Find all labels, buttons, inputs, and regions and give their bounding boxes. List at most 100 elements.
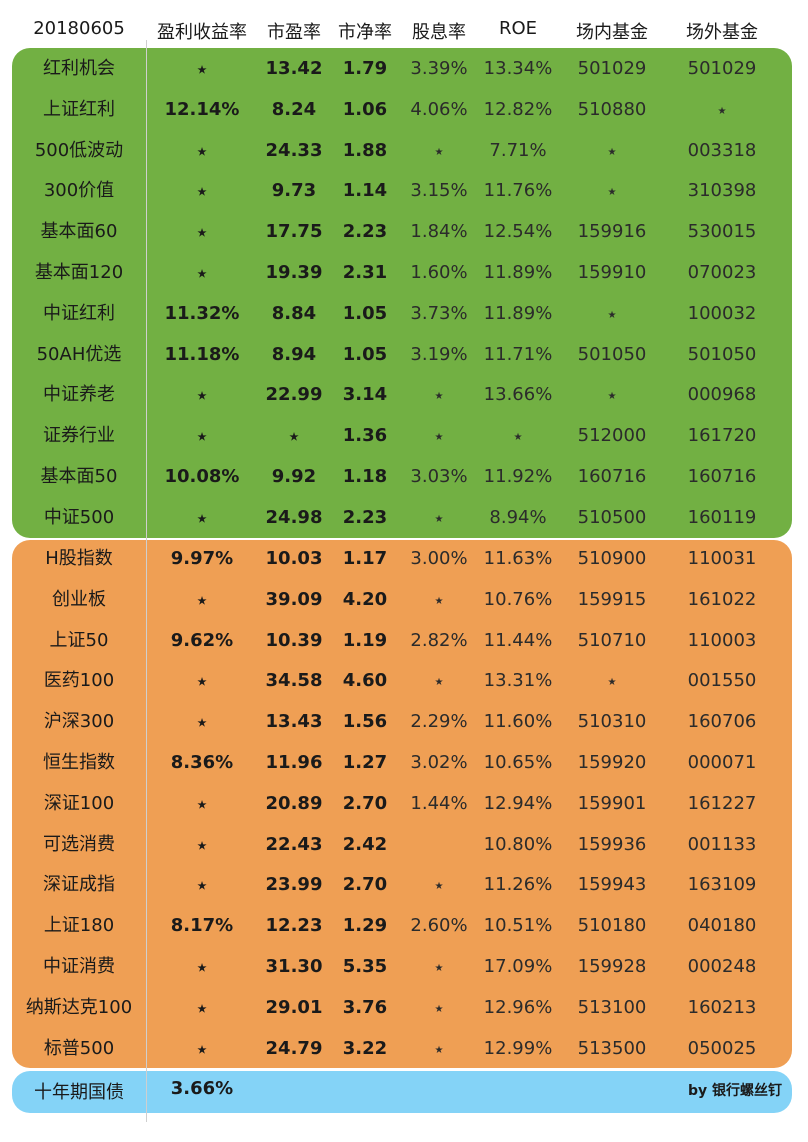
pb-ratio-cell: 2.23 bbox=[342, 221, 388, 243]
pe-ratio-cell: 24.79 bbox=[265, 1037, 323, 1059]
onexchange-fund-cell: 513100 bbox=[577, 996, 647, 1018]
offexchange-fund-cell: 070023 bbox=[687, 262, 757, 283]
onexchange-fund-cell: 512000 bbox=[577, 425, 647, 447]
index-name-cell: 300价值 bbox=[43, 180, 115, 202]
index-name-cell: 中证消费 bbox=[43, 956, 115, 977]
green-group-panel bbox=[12, 48, 792, 538]
roe-cell: 11.26% bbox=[483, 874, 553, 896]
pe-ratio-cell: 13.42 bbox=[265, 58, 323, 79]
pe-ratio-cell: 17.75 bbox=[265, 221, 323, 243]
table-row: 中证500 ⋆ 24.98 2.23 ⋆ 8.94% 510500 160119 bbox=[0, 498, 808, 538]
table-row: 50AH优选 11.18% 8.94 1.05 3.19% 11.71% 501050 501… bbox=[0, 335, 808, 375]
onexchange-fund-cell: 159936 bbox=[577, 833, 647, 855]
pe-ratio-cell: 39.09 bbox=[265, 588, 323, 610]
dividend-yield-cell: ⋆ bbox=[432, 383, 446, 408]
dividend-yield-cell: 4.06% bbox=[410, 98, 468, 120]
pb-ratio-cell: 1.36 bbox=[342, 425, 388, 447]
earnings-yield-cell: ⋆ bbox=[195, 1036, 209, 1061]
onexchange-fund-cell: 510880 bbox=[577, 98, 647, 120]
header-onexchange-fund: 场内基金 bbox=[576, 22, 648, 43]
offexchange-fund-cell: 161022 bbox=[687, 588, 757, 610]
pe-ratio-cell: 31.30 bbox=[265, 956, 323, 977]
earnings-yield-cell: ⋆ bbox=[195, 587, 209, 612]
offexchange-fund-cell: 110003 bbox=[687, 629, 757, 651]
offexchange-fund-cell: 501029 bbox=[687, 58, 757, 79]
onexchange-fund-cell: 159943 bbox=[577, 874, 647, 896]
index-name-cell: 恒生指数 bbox=[43, 752, 115, 773]
offexchange-fund-cell: 000071 bbox=[687, 752, 757, 773]
table-row: 基本面60 ⋆ 17.75 2.23 1.84% 12.54% 159916 530015 bbox=[0, 212, 808, 252]
table-row: H股指数 9.97% 10.03 1.17 3.00% 11.63% 510900 11003… bbox=[0, 539, 808, 579]
table-row: 深证100 ⋆ 20.89 2.70 1.44% 12.94% 159901 161227 bbox=[0, 784, 808, 824]
pe-ratio-cell: 24.33 bbox=[265, 139, 323, 161]
offexchange-fund-cell: 530015 bbox=[687, 221, 757, 243]
onexchange-fund-cell: 510180 bbox=[577, 915, 647, 937]
pe-ratio-cell: 11.96 bbox=[265, 752, 323, 773]
dividend-yield-cell: 1.60% bbox=[410, 262, 468, 283]
offexchange-fund-cell: 161720 bbox=[687, 425, 757, 447]
offexchange-fund-cell: 001550 bbox=[687, 670, 757, 692]
index-name-cell: 中证红利 bbox=[43, 302, 115, 324]
onexchange-fund-cell: 510900 bbox=[577, 548, 647, 569]
index-name-cell: 纳斯达克100 bbox=[25, 996, 133, 1018]
earnings-yield-cell: ⋆ bbox=[195, 710, 209, 735]
pb-ratio-cell: 4.60 bbox=[342, 670, 388, 692]
offexchange-fund-cell: 000248 bbox=[687, 956, 757, 977]
pb-ratio-cell: 2.42 bbox=[342, 833, 388, 855]
index-name-cell: 创业板 bbox=[52, 588, 106, 610]
dividend-yield-cell: 2.29% bbox=[410, 711, 468, 733]
roe-cell: 11.71% bbox=[483, 343, 553, 365]
earnings-yield-cell: 12.14% bbox=[164, 98, 240, 120]
offexchange-fund-cell: ⋆ bbox=[715, 97, 729, 122]
offexchange-fund-cell: 003318 bbox=[687, 139, 757, 161]
roe-cell: 11.44% bbox=[483, 629, 553, 651]
bond-yield: 3.66% bbox=[170, 1078, 234, 1099]
index-name-cell: 红利机会 bbox=[43, 58, 115, 79]
pe-ratio-cell: 20.89 bbox=[265, 792, 323, 814]
pe-ratio-cell: 10.39 bbox=[265, 629, 323, 651]
pb-ratio-cell: 1.29 bbox=[342, 915, 388, 937]
dividend-yield-cell: 1.84% bbox=[410, 221, 468, 243]
onexchange-fund-cell: 510310 bbox=[577, 711, 647, 733]
offexchange-fund-cell: 000968 bbox=[687, 384, 757, 406]
earnings-yield-cell: ⋆ bbox=[195, 383, 209, 408]
table-row: 中证红利 11.32% 8.84 1.05 3.73% 11.89% ⋆ 100032 bbox=[0, 294, 808, 334]
index-name-cell: 上证红利 bbox=[43, 98, 115, 120]
table-row: 基本面50 10.08% 9.92 1.18 3.03% 11.92% 160716 1607… bbox=[0, 457, 808, 497]
dividend-yield-cell: ⋆ bbox=[432, 955, 446, 979]
pe-ratio-cell: 12.23 bbox=[265, 915, 323, 937]
header-roe: ROE bbox=[498, 18, 538, 39]
roe-cell: 10.76% bbox=[483, 588, 553, 610]
earnings-yield-cell: ⋆ bbox=[195, 424, 209, 449]
index-name-cell: 基本面50 bbox=[40, 466, 118, 487]
pb-ratio-cell: 2.31 bbox=[342, 262, 388, 283]
author-credit: by 银行螺丝钉 bbox=[687, 1083, 782, 1099]
header-pb: 市净率 bbox=[338, 22, 392, 43]
pb-ratio-cell: 1.18 bbox=[342, 466, 388, 487]
pb-ratio-cell: 1.79 bbox=[342, 58, 388, 79]
dividend-yield-cell: 2.82% bbox=[410, 629, 468, 651]
dividend-yield-cell: ⋆ bbox=[432, 505, 446, 530]
offexchange-fund-cell: 501050 bbox=[687, 343, 757, 365]
pb-ratio-cell: 1.05 bbox=[342, 302, 388, 324]
index-name-cell: 深证成指 bbox=[43, 874, 115, 896]
earnings-yield-cell: ⋆ bbox=[195, 955, 209, 979]
dividend-yield-cell: 3.00% bbox=[410, 548, 468, 569]
pe-ratio-cell: 8.84 bbox=[271, 302, 317, 324]
offexchange-fund-cell: 161227 bbox=[687, 792, 757, 814]
table-row: 证券行业 ⋆ ⋆ 1.36 ⋆ ⋆ 512000 161720 bbox=[0, 416, 808, 456]
onexchange-fund-cell: 159916 bbox=[577, 221, 647, 243]
table-row: 创业板 ⋆ 39.09 4.20 ⋆ 10.76% 159915 161022 bbox=[0, 580, 808, 620]
onexchange-fund-cell: 501029 bbox=[577, 58, 647, 79]
dividend-yield-cell: ⋆ bbox=[432, 995, 446, 1020]
pb-ratio-cell: 5.35 bbox=[342, 956, 388, 977]
earnings-yield-cell: 8.17% bbox=[170, 915, 234, 937]
roe-cell: 11.89% bbox=[483, 302, 553, 324]
roe-cell: ⋆ bbox=[511, 424, 525, 449]
offexchange-fund-cell: 050025 bbox=[687, 1037, 757, 1059]
orange-group-panel bbox=[12, 540, 792, 1068]
pb-ratio-cell: 1.05 bbox=[342, 343, 388, 365]
pb-ratio-cell: 2.23 bbox=[342, 506, 388, 528]
index-name-cell: 中证500 bbox=[43, 506, 115, 528]
offexchange-fund-cell: 160119 bbox=[687, 506, 757, 528]
